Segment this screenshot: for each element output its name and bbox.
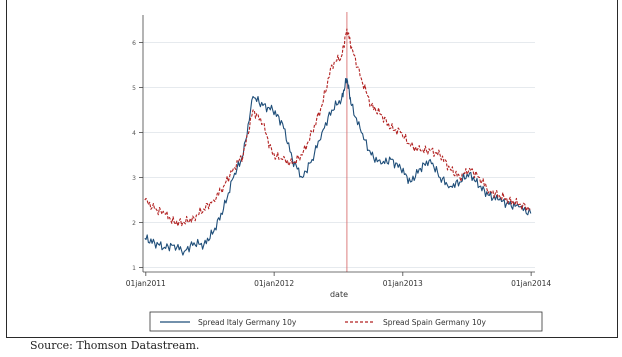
x-tick-label: 01jan2012 bbox=[254, 279, 294, 288]
legend: Spread Italy Germany 10y Spread Spain Ge… bbox=[149, 311, 543, 332]
x-tick-label: 01jan2014 bbox=[511, 279, 551, 288]
y-tick-label: 2 bbox=[132, 220, 136, 227]
legend-label-spain: Spread Spain Germany 10y bbox=[383, 318, 487, 327]
legend-label-italy: Spread Italy Germany 10y bbox=[198, 318, 297, 327]
y-tick-label: 3 bbox=[132, 175, 136, 182]
grid-layer bbox=[143, 12, 535, 272]
y-tick-label: 5 bbox=[132, 85, 136, 92]
series-layer bbox=[144, 28, 532, 256]
y-tick-label: 1 bbox=[132, 265, 136, 272]
figure-frame bbox=[6, 0, 618, 338]
x-tick-label: 01jan2011 bbox=[126, 279, 166, 288]
y-tick-label: 4 bbox=[132, 130, 136, 137]
x-axis-label: date bbox=[330, 290, 348, 299]
series-italy-line bbox=[144, 77, 532, 256]
axis-layer: date 1 2 3 4 5 6 01jan2011 01jan2012 01jan2013 01… bbox=[126, 15, 551, 299]
y-tick-label: 6 bbox=[132, 40, 136, 47]
series-spain-line bbox=[144, 28, 532, 227]
x-tick-label: 01jan2013 bbox=[383, 279, 423, 288]
source-note: Source: Thomson Datastream. bbox=[30, 339, 200, 352]
